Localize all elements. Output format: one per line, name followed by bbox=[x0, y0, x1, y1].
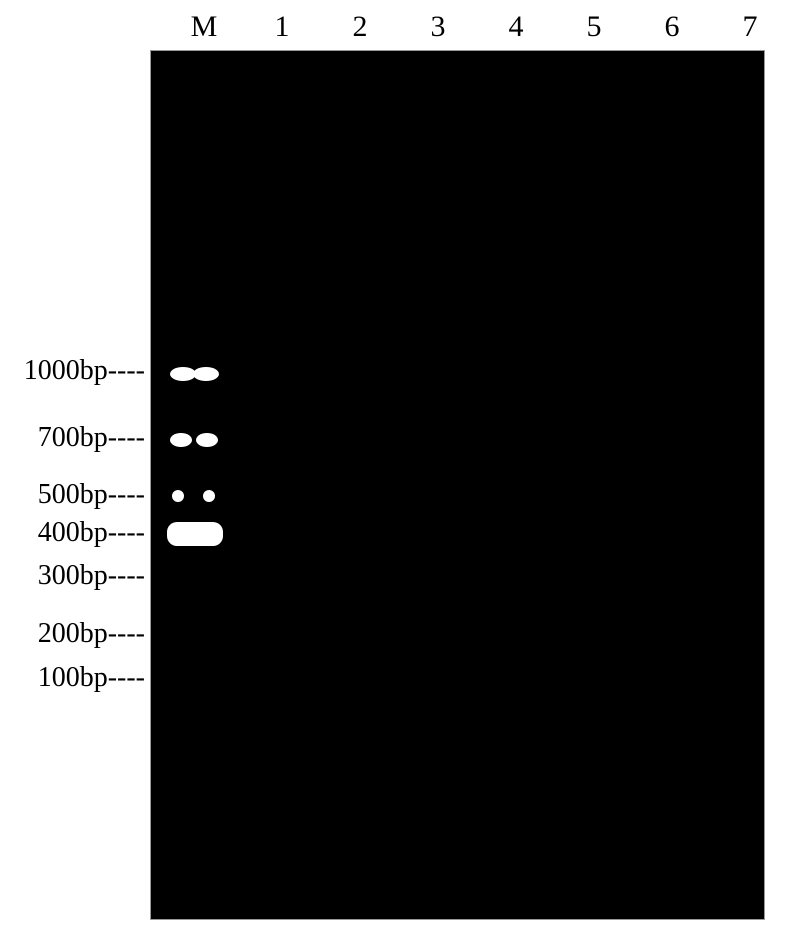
gel-figure-container: M 1 2 3 4 5 6 7 1000bp---- 700bp---- 500… bbox=[0, 0, 792, 948]
lane-label-3: 3 bbox=[399, 10, 477, 44]
marker-label-300bp: 300bp---- bbox=[0, 560, 145, 592]
marker-label-1000bp: 1000bp---- bbox=[0, 355, 145, 387]
lane-label-5: 5 bbox=[555, 10, 633, 44]
lane-label-4: 4 bbox=[477, 10, 555, 44]
band-1000bp-icon bbox=[168, 364, 222, 384]
lane-label-1: 1 bbox=[243, 10, 321, 44]
lane-labels-row: M 1 2 3 4 5 6 7 bbox=[165, 10, 789, 44]
gel-area bbox=[150, 50, 765, 920]
band-500bp-right-icon bbox=[203, 490, 215, 502]
marker-label-400bp: 400bp---- bbox=[0, 517, 145, 549]
marker-label-700bp: 700bp---- bbox=[0, 422, 145, 454]
band-500bp-left-icon bbox=[172, 490, 184, 502]
lane-label-7: 7 bbox=[711, 10, 789, 44]
band-700bp-left-icon bbox=[170, 433, 192, 447]
lane-label-6: 6 bbox=[633, 10, 711, 44]
band-700bp-right-icon bbox=[196, 433, 218, 447]
marker-label-100bp: 100bp---- bbox=[0, 662, 145, 694]
marker-label-500bp: 500bp---- bbox=[0, 479, 145, 511]
lane-label-marker: M bbox=[165, 10, 243, 44]
band-400bp bbox=[167, 522, 223, 546]
marker-label-200bp: 200bp---- bbox=[0, 618, 145, 650]
lane-label-2: 2 bbox=[321, 10, 399, 44]
